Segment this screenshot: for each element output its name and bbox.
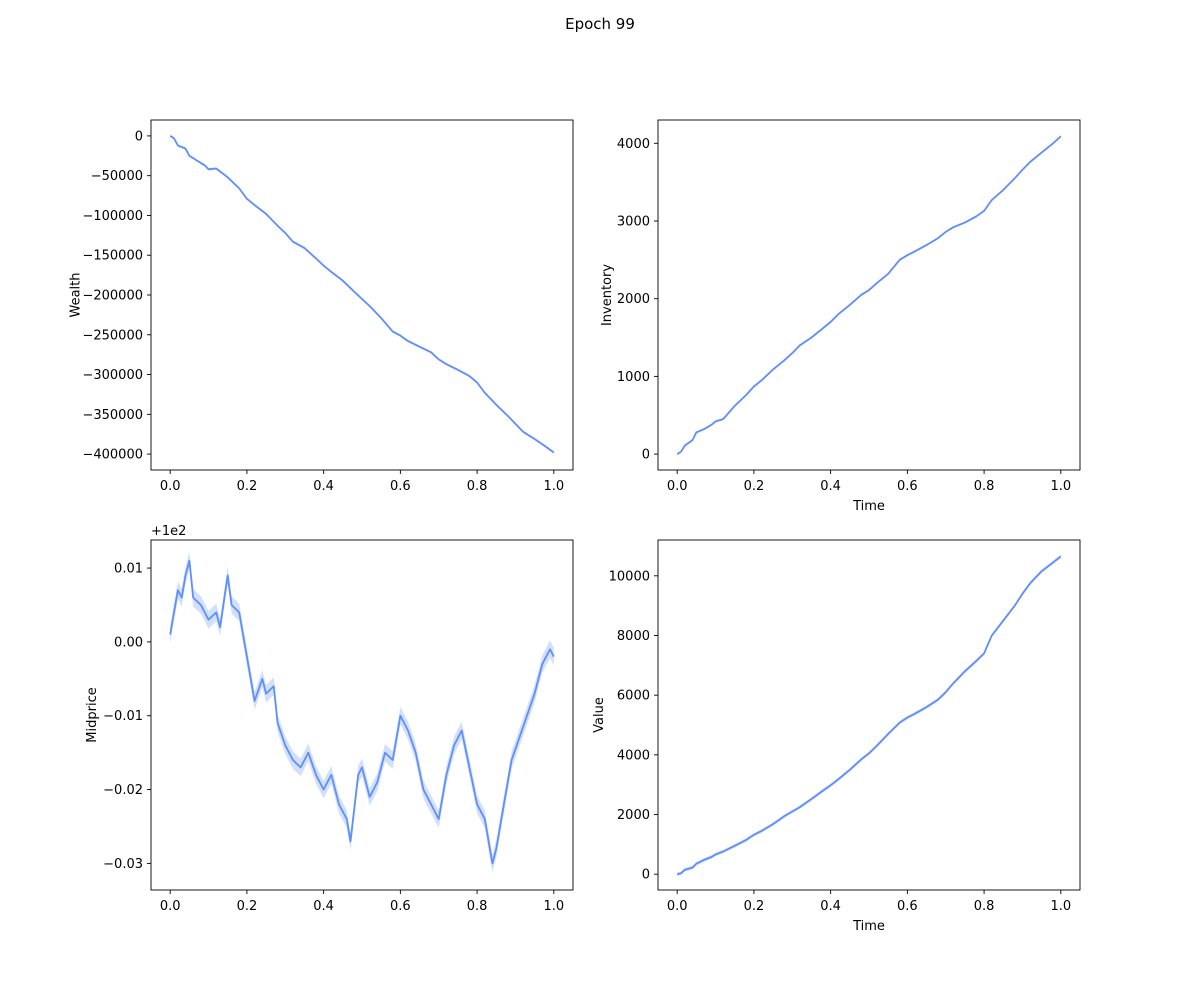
x-axis-label: Time [852, 919, 885, 934]
x-tick-label: 0.6 [897, 479, 918, 494]
x-tick-label: 0.4 [313, 479, 334, 494]
series-line [676, 555, 1062, 876]
y-tick-label: 2000 [617, 292, 650, 307]
subplot-value: 0.0 0.2 0.4 0.6 0.8 1.0 0 2000 4000 6000 8000 10000… [592, 539, 1081, 934]
axes-frame [657, 539, 1081, 891]
y-tick-label: −0.03 [103, 857, 143, 872]
y-tick-label: −0.02 [103, 783, 143, 798]
x-tick-label: 0.6 [390, 899, 411, 914]
x-tick-label: 0.2 [744, 479, 765, 494]
x-tick-label: 0.0 [667, 479, 688, 494]
y-offset-label: +1e2 [151, 524, 186, 539]
y-tick-label: 3000 [617, 214, 650, 229]
x-tick-label: 0.2 [744, 899, 765, 914]
y-axis-label: Midprice [85, 687, 100, 742]
x-tick-label: 0.0 [160, 899, 181, 914]
axes-frame [657, 119, 1081, 471]
subplot-inventory: 0.0 0.2 0.4 0.6 0.8 1.0 0 1000 2000 3000 4000 Inven… [600, 119, 1081, 514]
y-tick-label: −400000 [82, 448, 143, 463]
series-band [677, 554, 1061, 876]
x-tick-label: 0.0 [160, 479, 181, 494]
y-tick-label: −150000 [82, 249, 143, 264]
subplot-midprice: 0.0 0.2 0.4 0.6 0.8 1.0 0.01 0.00 −0.01 −0.02 −0.0… [85, 524, 574, 914]
y-tick-label: 0 [642, 448, 650, 463]
y-tick-label: 4000 [617, 137, 650, 152]
y-tick-label: 4000 [617, 748, 650, 763]
y-tick-label: 0.00 [114, 635, 143, 650]
series-line [676, 135, 1062, 455]
y-tick-label: 0 [642, 868, 650, 883]
x-tick-label: 0.4 [820, 479, 841, 494]
y-tick-label: 8000 [617, 629, 650, 644]
x-tick-label: 0.4 [313, 899, 334, 914]
x-tick-label: 0.6 [390, 479, 411, 494]
y-tick-label: 1000 [617, 370, 650, 385]
series-band [170, 551, 554, 873]
x-axis-label: Time [852, 499, 885, 514]
y-tick-label: −250000 [82, 328, 143, 343]
x-tick-label: 0.2 [237, 479, 258, 494]
x-tick-label: 0.8 [974, 899, 995, 914]
x-tick-label: 0.2 [237, 899, 258, 914]
y-axis-label: Wealth [69, 272, 84, 317]
y-axis-label: Inventory [600, 264, 615, 326]
y-tick-label: 0 [135, 129, 143, 144]
y-tick-label: 2000 [617, 808, 650, 823]
x-tick-label: 1.0 [1050, 479, 1071, 494]
x-tick-label: 1.0 [543, 479, 564, 494]
y-tick-label: −100000 [82, 209, 143, 224]
y-tick-label: 10000 [609, 569, 650, 584]
series-line [169, 135, 555, 454]
x-tick-label: 1.0 [1050, 899, 1071, 914]
series-line [169, 559, 555, 865]
y-tick-label: 6000 [617, 689, 650, 704]
x-tick-label: 0.8 [467, 899, 488, 914]
y-axis-label: Value [592, 697, 607, 733]
y-tick-label: −300000 [82, 368, 143, 383]
axes-frame [150, 539, 574, 891]
x-tick-label: 0.8 [974, 479, 995, 494]
y-tick-label: 0.01 [114, 562, 143, 577]
y-tick-label: −0.01 [103, 709, 143, 724]
y-tick-label: −350000 [82, 408, 143, 423]
figure-title: Epoch 99 [565, 15, 635, 33]
x-tick-label: 0.6 [897, 899, 918, 914]
x-tick-label: 0.4 [820, 899, 841, 914]
x-tick-label: 0.8 [467, 479, 488, 494]
y-tick-label: −50000 [91, 169, 143, 184]
x-tick-label: 1.0 [543, 899, 564, 914]
subplot-wealth: 0.0 0.2 0.4 0.6 0.8 1.0 0 −50000 −100000 −150000 −… [69, 119, 574, 494]
y-tick-label: −200000 [82, 289, 143, 304]
x-tick-label: 0.0 [667, 899, 688, 914]
